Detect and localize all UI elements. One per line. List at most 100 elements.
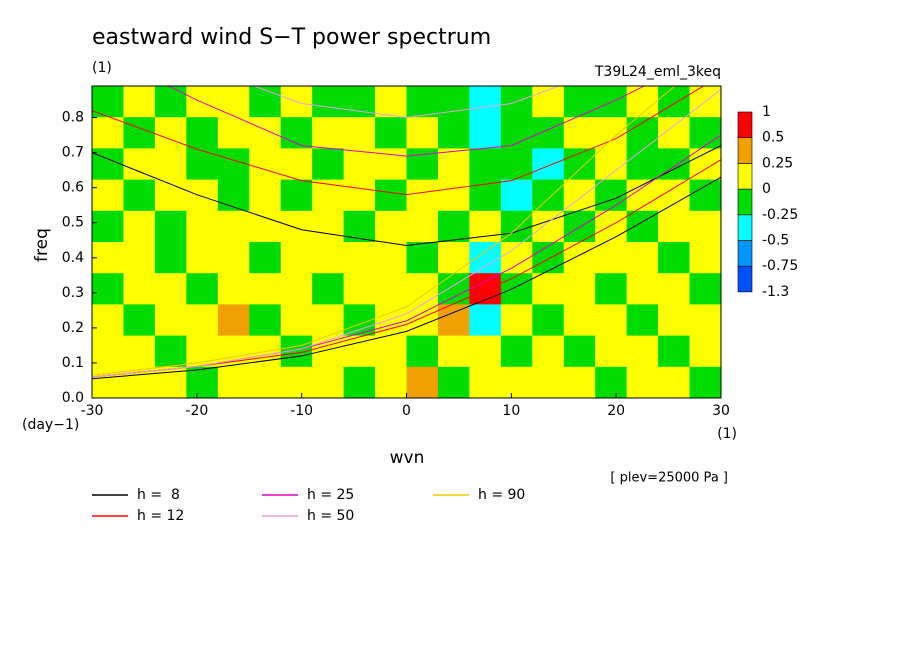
- field-cell: [500, 304, 533, 337]
- field-cell: [689, 273, 721, 305]
- field-cell: [406, 179, 439, 212]
- field: [92, 86, 721, 398]
- field-cell: [343, 366, 376, 398]
- field-cell: [563, 335, 596, 368]
- annotation: [ plev=25000 Pa ]: [610, 471, 728, 486]
- y-tick-label: 0.4: [62, 250, 84, 266]
- field-cell: [375, 366, 407, 398]
- field-cell: [249, 117, 282, 149]
- y-tick-label: 0.8: [62, 110, 84, 126]
- field-cell: [532, 148, 565, 181]
- field-cell: [312, 117, 345, 149]
- field-cell: [406, 273, 439, 305]
- field-cell: [658, 117, 691, 149]
- colorbar-label: -0.75: [762, 258, 798, 274]
- field-cell: [532, 179, 565, 212]
- field-cell: [92, 304, 124, 337]
- field-cell: [595, 304, 628, 337]
- field-cell: [343, 179, 376, 212]
- field-cell: [626, 304, 659, 337]
- field-cell: [186, 148, 219, 181]
- y-tick-label: 0.7: [62, 145, 84, 161]
- dispersion-curve: [92, 86, 705, 196]
- field-cell: [92, 179, 124, 212]
- field-cell: [437, 366, 470, 398]
- field-cell: [469, 148, 502, 181]
- field-cell: [154, 273, 187, 305]
- field-cell: [375, 304, 407, 337]
- curves: [92, 86, 721, 380]
- field-cell: [658, 335, 691, 368]
- legend-label: h = 25: [307, 487, 354, 503]
- field-cell: [500, 117, 533, 149]
- field-cell: [312, 366, 345, 398]
- field-cell: [186, 304, 219, 337]
- field-cell: [689, 117, 721, 149]
- field-cell: [217, 117, 250, 149]
- field-cell: [186, 335, 219, 368]
- field-cell: [217, 304, 250, 337]
- field-cell: [280, 148, 313, 181]
- field-cell: [217, 86, 250, 118]
- field-cell: [375, 117, 407, 149]
- dispersion-curve: [92, 176, 721, 380]
- field-cell: [343, 210, 376, 243]
- field-cell: [532, 242, 565, 274]
- field-cell: [249, 242, 282, 274]
- field-cell: [658, 366, 691, 398]
- field-cell: [563, 86, 596, 118]
- x-tick-label: 20: [607, 403, 625, 419]
- y-axis-label: freq: [32, 228, 52, 262]
- field-cell: [437, 117, 470, 149]
- field-cell: [658, 148, 691, 181]
- field-cell: [689, 304, 721, 337]
- field-cell: [280, 366, 313, 398]
- field-cell: [217, 366, 250, 398]
- x-tick-label: 30: [712, 403, 730, 419]
- colorbar-box: [737, 240, 753, 267]
- legend-label: h = 12: [137, 508, 184, 524]
- field-cell: [406, 86, 439, 118]
- field-cell: [532, 117, 565, 149]
- field-cell: [343, 335, 376, 368]
- field-cell: [249, 366, 282, 398]
- x-unit: (1): [717, 426, 737, 442]
- field-cell: [154, 86, 187, 118]
- field-cell: [595, 210, 628, 243]
- field-cell: [469, 366, 502, 398]
- field-cell: [595, 117, 628, 149]
- field-cell: [658, 273, 691, 305]
- field-cell: [532, 366, 565, 398]
- field-cell: [375, 210, 407, 243]
- field-cell: [249, 86, 282, 118]
- field-cell: [312, 148, 345, 181]
- field-cell: [595, 335, 628, 368]
- field-cell: [626, 148, 659, 181]
- colorbar-box: [737, 111, 753, 139]
- field-cell: [92, 117, 124, 149]
- field-cell: [563, 304, 596, 337]
- field-cell: [280, 242, 313, 274]
- colorbar-label: -0.5: [762, 233, 789, 249]
- field-cell: [249, 179, 282, 212]
- field-cell: [406, 366, 439, 398]
- field-cell: [123, 242, 156, 274]
- x-tick-label: 0: [402, 403, 411, 419]
- field-cell: [343, 273, 376, 305]
- field-cell: [689, 242, 721, 274]
- legend-label: h = 8: [137, 487, 180, 503]
- field-cell: [500, 179, 533, 212]
- y-tick-label: 0.5: [62, 215, 84, 231]
- x-tick-label: -10: [290, 403, 313, 419]
- field-cell: [595, 366, 628, 398]
- field-cell: [626, 366, 659, 398]
- field-cell: [312, 335, 345, 368]
- y-tick-label: 0.3: [62, 285, 84, 301]
- field-cell: [92, 335, 124, 368]
- field-cell: [123, 86, 156, 118]
- field-cell: [595, 273, 628, 305]
- field-cell: [343, 242, 376, 274]
- legend-label: h = 50: [307, 508, 354, 524]
- field-cell: [217, 242, 250, 274]
